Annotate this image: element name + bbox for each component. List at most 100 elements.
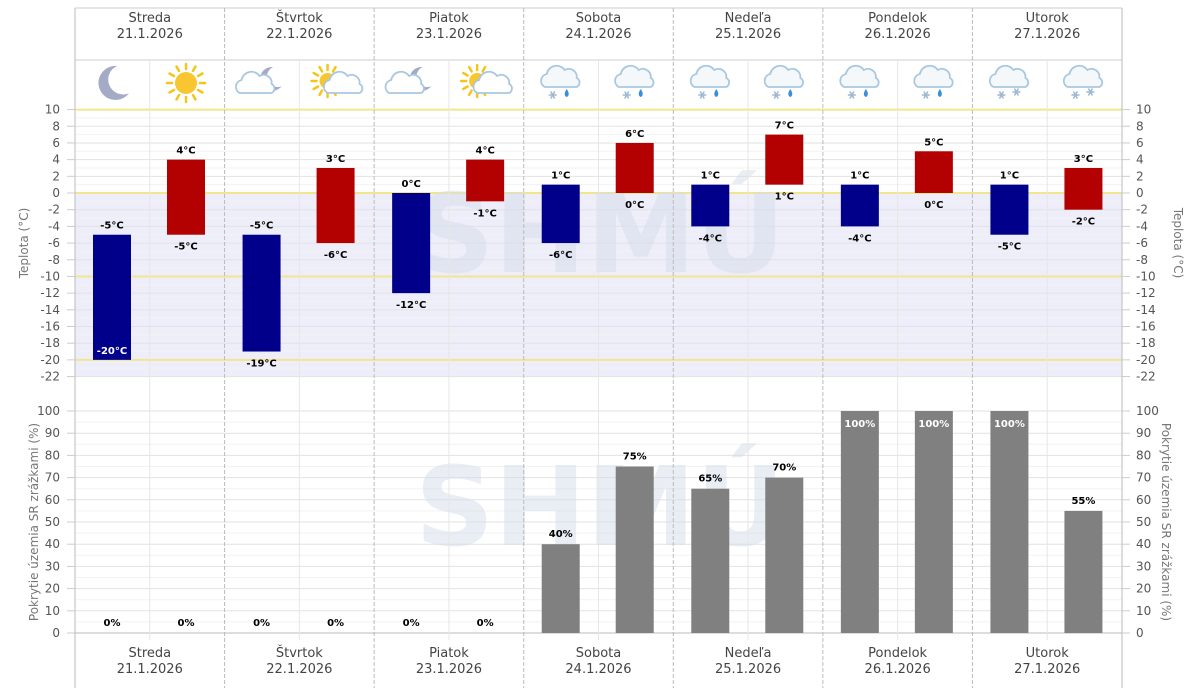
temp-max-label: 1°C [701,171,720,182]
y-tick: -10 [40,269,60,283]
temp-max-label: 1°C [551,171,570,182]
day-date-top: 23.1.2026 [416,27,482,42]
precip-bar[interactable] [840,411,879,633]
precip-bar[interactable] [691,488,730,633]
y-tick-right: 90 [1136,426,1151,440]
y-axis-title-right: Teplota (°C) [1171,207,1185,279]
temp-min-label: -6°C [549,250,572,261]
night-temp-bar[interactable] [392,193,431,294]
day-name-top: Piatok [429,11,469,26]
temp-min-label: -4°C [848,233,871,244]
temp-min-label: 1°C [775,192,794,203]
y-tick-right: -22 [1136,370,1156,384]
y-tick-right: 50 [1136,515,1151,529]
y-tick: -2 [48,203,60,217]
temp-min-label: 0°C [625,200,644,211]
day-name-top: Utorok [1026,11,1070,26]
day-temp-bar[interactable] [466,159,505,202]
temp-max-label: 5°C [924,137,943,148]
temp-min-label: 0°C [924,200,943,211]
y-tick: 8 [52,119,60,133]
y-tick-right: -10 [1136,269,1156,283]
y-tick-right: 80 [1136,448,1151,462]
day-name-top: Štvrtok [276,10,323,26]
night-temp-bar[interactable] [990,184,1029,235]
precip-bar[interactable] [541,544,580,633]
day-name-bottom: Streda [128,646,171,661]
y-tick: -20 [40,353,60,367]
precip-label: 0% [178,618,195,629]
rain-snow-icon [689,64,730,99]
precip-label: 100% [918,419,949,430]
precip-label: 100% [844,419,875,430]
precip-bar[interactable] [990,411,1029,633]
day-date-top: 24.1.2026 [565,27,631,42]
day-date-bottom: 25.1.2026 [715,662,781,677]
y-tick-right: -12 [1136,286,1156,300]
precip-bar[interactable] [615,466,654,634]
y-tick-right: -6 [1136,236,1148,250]
day-date-bottom: 23.1.2026 [416,662,482,677]
rain-snow-icon [614,64,655,99]
night-temp-bar[interactable] [840,184,879,227]
y-tick-right: 20 [1136,582,1151,596]
y-tick: 10 [45,604,60,618]
day-temp-bar[interactable] [316,167,355,244]
rain-snow-icon [540,64,581,99]
y-axis-title-right: Pokrytie územia SR zrážkami (%) [1159,423,1173,621]
temp-max-label: 6°C [625,129,644,140]
y-tick-right: 0 [1136,626,1144,640]
y-tick: -8 [48,253,60,267]
day-temp-bar[interactable] [167,159,205,235]
night-temp-bar[interactable] [541,184,580,244]
day-name-top: Pondelok [868,11,927,26]
y-tick-right: 100 [1136,404,1159,418]
day-name-bottom: Nedeľa [725,646,772,661]
day-date-bottom: 26.1.2026 [865,662,931,677]
y-tick: -16 [40,320,60,334]
y-tick: -14 [40,303,60,317]
precip-label: 75% [623,452,647,463]
y-tick: 50 [45,515,60,529]
day-date-top: 22.1.2026 [266,27,332,42]
y-tick: 70 [45,471,60,485]
y-tick: 30 [45,559,60,573]
precip-bar[interactable] [1064,510,1103,633]
night-temp-bar[interactable] [691,184,730,227]
y-tick-right: -20 [1136,353,1156,367]
y-tick: 0 [52,626,60,640]
temp-min-label: -6°C [324,250,347,261]
y-tick: 10 [45,103,60,117]
y-tick: 0 [52,186,60,200]
precip-bar[interactable] [914,411,953,633]
precip-bar[interactable] [765,477,804,633]
day-temp-bar[interactable] [615,142,654,193]
moon-icon [98,65,129,100]
precip-label: 0% [327,618,344,629]
precip-label: 70% [772,463,796,474]
day-temp-bar[interactable] [765,134,804,185]
temp-max-label: 4°C [475,146,494,157]
y-tick: -12 [40,286,60,300]
night-temp-bar[interactable] [242,234,281,352]
night-temp-bar[interactable] [93,234,131,360]
temp-min-label: -5°C [174,242,197,253]
y-tick-right: 30 [1136,559,1151,573]
temp-max-label: -5°C [100,221,123,232]
temp-min-label: -12°C [396,300,426,311]
day-temp-bar[interactable] [1064,167,1103,210]
day-name-top: Nedeľa [725,11,772,26]
day-temp-bar[interactable] [914,151,953,193]
temp-max-label: 4°C [176,146,195,157]
precip-label: 40% [549,529,573,540]
y-tick-right: 2 [1136,169,1144,183]
sun-cloud-icon [310,63,364,99]
temp-min-label: -1°C [473,208,496,219]
precip-label: 55% [1071,496,1095,507]
day-date-bottom: 22.1.2026 [266,662,332,677]
day-date-top: 21.1.2026 [117,27,183,42]
day-name-bottom: Štvrtok [276,645,323,661]
y-tick: 80 [45,448,60,462]
